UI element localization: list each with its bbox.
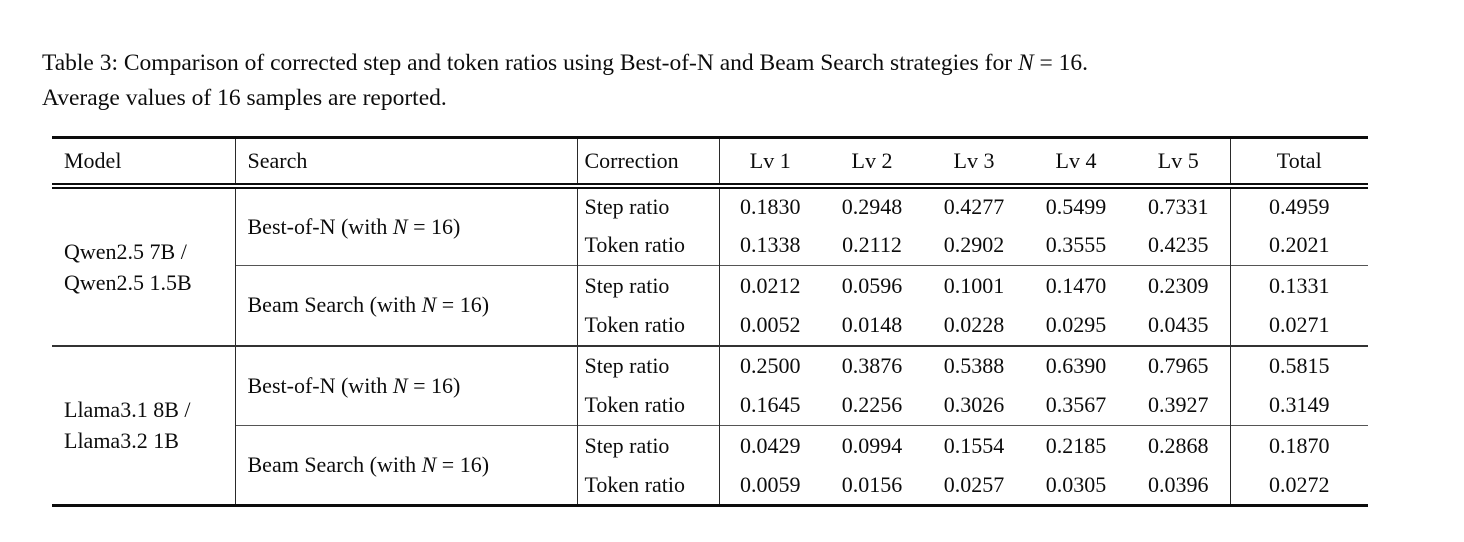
value-cell: 0.0212 bbox=[719, 265, 821, 306]
header-total: Total bbox=[1230, 137, 1368, 189]
correction-cell: Token ratio bbox=[577, 305, 720, 346]
correction-cell: Step ratio bbox=[577, 344, 720, 386]
value-cell: 0.0429 bbox=[719, 425, 821, 466]
table-caption: Table 3: Comparison of corrected step an… bbox=[42, 46, 1442, 116]
header-search: Search bbox=[235, 137, 578, 189]
model-line2: Qwen2.5 1.5B bbox=[64, 269, 192, 295]
value-cell: 0.2185 bbox=[1025, 425, 1127, 466]
header-lv3: Lv 3 bbox=[923, 137, 1025, 189]
table-row: Llama3.1 8B / Llama3.2 1B Best-of-N (wit… bbox=[52, 344, 1368, 506]
value-cell: 0.6390 bbox=[1025, 344, 1127, 386]
value-cell: 0.5499 bbox=[1045, 194, 1107, 219]
value-cell: 0.0435 bbox=[1127, 305, 1231, 346]
caption-line2: Average values of 16 samples are reporte… bbox=[42, 85, 447, 111]
value-cell: 0.3927 bbox=[1127, 385, 1231, 426]
search-cell: Beam Search (with N = 16) bbox=[235, 265, 578, 346]
value-cell: 0.4277 bbox=[943, 194, 1005, 219]
value-cell: 0.2948 bbox=[841, 194, 903, 219]
value-cell: 0.1001 bbox=[923, 265, 1025, 306]
header-lv2: Lv 2 bbox=[821, 137, 923, 189]
header-lv1: Lv 1 bbox=[719, 137, 821, 189]
correction-cell: Token ratio bbox=[577, 465, 720, 506]
value-cell: 0.2112 bbox=[842, 232, 902, 258]
value-cell: 0.1645 bbox=[740, 392, 801, 418]
value-cell: 0.3876 bbox=[821, 344, 923, 386]
value-cell: 0.0148 bbox=[841, 312, 903, 337]
value-cell: 0.5388 bbox=[923, 344, 1025, 386]
caption-line1-suffix: = 16. bbox=[1033, 50, 1089, 76]
value-cell: 0.0596 bbox=[821, 265, 923, 306]
value-cell: 0.2256 bbox=[841, 392, 903, 418]
value-cell: 0.1830 bbox=[740, 194, 801, 219]
table-row: Token ratio 0.0059 0.0156 0.0257 0.0305 … bbox=[52, 465, 1368, 506]
total-cell: 0.0271 bbox=[1269, 312, 1330, 337]
value-cell: 0.3555 bbox=[1045, 232, 1107, 258]
total-cell: 0.4959 bbox=[1269, 194, 1330, 219]
table-row: Beam Search (with N = 16) Step ratio 0.0… bbox=[52, 265, 1368, 346]
value-cell: 0.4235 bbox=[1127, 225, 1231, 266]
value-cell: 0.0257 bbox=[943, 471, 1005, 497]
correction-cell: Step ratio bbox=[577, 425, 720, 466]
correction-cell: Step ratio bbox=[577, 265, 720, 306]
value-cell: 0.7331 bbox=[1127, 185, 1231, 226]
value-cell: 0.3567 bbox=[1045, 392, 1107, 418]
value-cell: 0.1554 bbox=[923, 425, 1025, 466]
value-cell: 0.3026 bbox=[943, 392, 1005, 418]
header-row: Model Search Correction Lv 1 Lv 2 Lv 3 L… bbox=[52, 137, 1368, 189]
value-cell: 0.0228 bbox=[943, 312, 1005, 337]
value-cell: 0.0156 bbox=[841, 471, 903, 497]
header-model: Model bbox=[52, 137, 236, 189]
table-row: Token ratio 0.1338 0.2112 0.2902 0.3555 … bbox=[52, 225, 1368, 266]
table-row: Qwen2.5 7B / Qwen2.5 1.5B Best-of-N (wit… bbox=[52, 185, 1368, 346]
correction-cell: Token ratio bbox=[577, 225, 720, 266]
header-lv4: Lv 4 bbox=[1025, 137, 1127, 189]
model-cell: Qwen2.5 7B / Qwen2.5 1.5B bbox=[52, 185, 236, 346]
value-cell: 0.0994 bbox=[821, 425, 923, 466]
table-row: Beam Search (with N = 16) Step ratio 0.0… bbox=[52, 425, 1368, 506]
value-cell: 0.2868 bbox=[1127, 425, 1231, 466]
value-cell: 0.2309 bbox=[1127, 265, 1231, 306]
value-cell: 0.7965 bbox=[1127, 344, 1231, 386]
total-cell: 0.5815 bbox=[1230, 344, 1368, 386]
total-cell: 0.1331 bbox=[1230, 265, 1368, 306]
search-cell: Best-of-N (with N = 16) bbox=[235, 185, 578, 266]
model-line1: Qwen2.5 7B / bbox=[64, 238, 187, 264]
model-cell: Llama3.1 8B / Llama3.2 1B bbox=[52, 344, 236, 506]
value-cell: 0.2500 bbox=[719, 344, 821, 386]
total-cell: 0.2021 bbox=[1269, 232, 1330, 258]
results-table: Model Search Correction Lv 1 Lv 2 Lv 3 L… bbox=[52, 136, 1368, 507]
correction-cell: Token ratio bbox=[577, 385, 720, 426]
caption-math-n: N bbox=[1017, 50, 1034, 76]
total-cell: 0.3149 bbox=[1269, 392, 1330, 418]
table-row: Token ratio 0.1645 0.2256 0.3026 0.3567 … bbox=[52, 385, 1368, 426]
search-cell: Beam Search (with N = 16) bbox=[235, 425, 578, 506]
value-cell: 0.2902 bbox=[943, 232, 1005, 258]
caption-line1-prefix: Table 3: Comparison of corrected step an… bbox=[42, 50, 1018, 76]
total-cell: 0.1870 bbox=[1230, 425, 1368, 466]
value-cell: 0.1338 bbox=[740, 232, 801, 258]
value-cell: 0.1470 bbox=[1025, 265, 1127, 306]
correction-cell: Step ratio bbox=[577, 185, 720, 226]
header-lv5: Lv 5 bbox=[1127, 137, 1231, 189]
value-cell: 0.0052 bbox=[740, 312, 801, 337]
table-container: Model Search Correction Lv 1 Lv 2 Lv 3 L… bbox=[52, 136, 1368, 507]
model-line2: Llama3.2 1B bbox=[64, 428, 179, 454]
value-cell: 0.0305 bbox=[1045, 471, 1107, 497]
value-cell: 0.0295 bbox=[1045, 312, 1107, 337]
total-cell: 0.0272 bbox=[1269, 471, 1330, 497]
search-cell: Best-of-N (with N = 16) bbox=[235, 344, 578, 426]
value-cell: 0.0059 bbox=[740, 471, 801, 497]
header-correction: Correction bbox=[577, 137, 720, 189]
model-line1: Llama3.1 8B / bbox=[64, 397, 191, 423]
table-row: Token ratio 0.0052 0.0148 0.0228 0.0295 … bbox=[52, 305, 1368, 346]
value-cell: 0.0396 bbox=[1127, 465, 1231, 506]
